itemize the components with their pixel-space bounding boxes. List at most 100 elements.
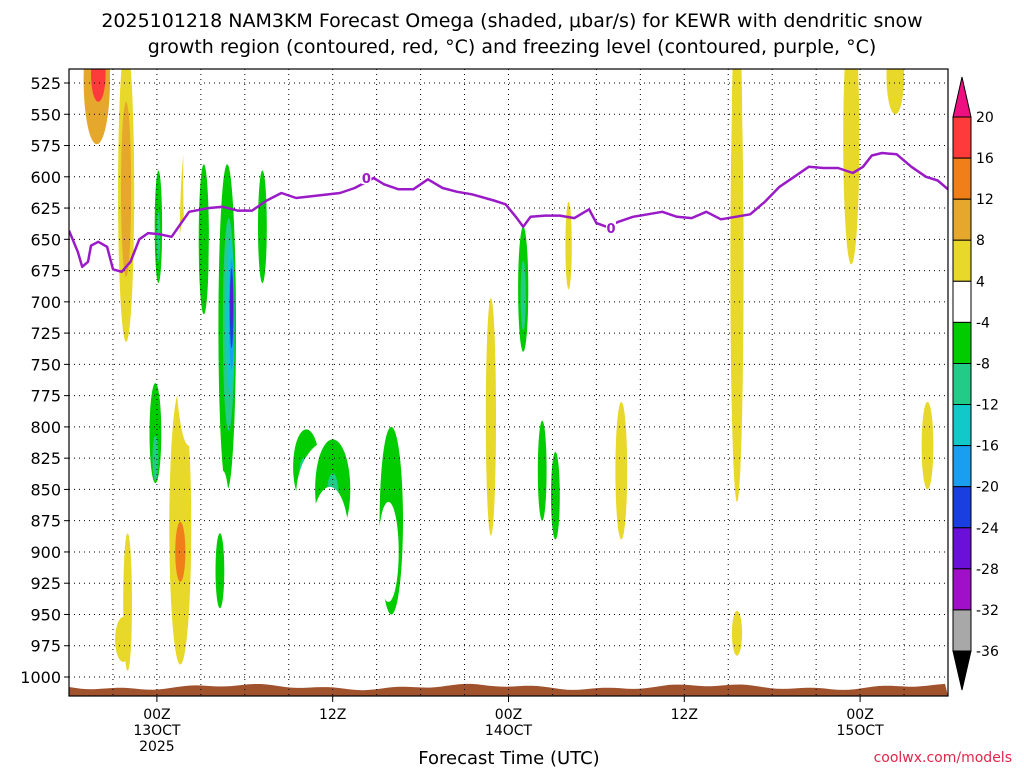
omega-area-64 [457, 518, 475, 581]
chart-title-line2: growth region (contoured, red, °C) and f… [148, 36, 877, 58]
omega-area-18 [69, 69, 81, 565]
omega-area-19 [70, 69, 80, 152]
colorbar-seg-2 [952, 198, 972, 241]
colorbar-seg-4 [952, 280, 972, 323]
omega-area-55 [310, 486, 349, 592]
colorbar-label-8: -16 [976, 439, 999, 455]
omega-area-43 [258, 170, 267, 284]
omega-area-62 [425, 433, 440, 521]
y-tick-label-700: 700 [30, 293, 61, 312]
y-tick-label-1000: 1000 [20, 668, 61, 687]
omega-area-34 [198, 164, 209, 315]
colorbar-seg-6 [952, 363, 972, 406]
colorbar-seg-3 [952, 239, 972, 282]
y-tick-label-775: 775 [30, 387, 61, 406]
x-tick-label-30-0: 00Z [495, 707, 522, 723]
omega-area-17 [921, 401, 934, 490]
colorbar-label-3: 8 [976, 233, 985, 249]
y-tick-label-550: 550 [30, 105, 61, 124]
omega-area-15 [615, 401, 628, 540]
colorbar-label-11: -28 [976, 562, 999, 578]
x-tick-label-6-0: 00Z [143, 707, 170, 723]
x-tick-label-30-1: 14OCT [485, 723, 533, 739]
omega-area-46 [215, 533, 225, 609]
credit-label: coolwx.com/models [874, 750, 1012, 766]
freezing-level-contour: 00 [69, 151, 948, 274]
y-tick-label-825: 825 [30, 449, 61, 468]
colorbar-label-7: -12 [976, 398, 999, 414]
x-tick-label-42-0: 12Z [671, 707, 698, 723]
omega-area-5 [175, 521, 186, 582]
omega-area-3 [121, 101, 132, 277]
omega-area-29 [156, 211, 161, 262]
omega-area-11 [731, 610, 743, 656]
omega-area-75 [572, 401, 585, 590]
x-tick-label-6-2: 2025 [139, 739, 175, 755]
colorbar-bottom-arrow [952, 650, 972, 691]
omega-area-10 [730, 69, 744, 502]
omega-area-74 [551, 451, 560, 540]
freezing-label-bg-1 [606, 220, 617, 235]
omega-area-41 [230, 276, 233, 327]
omega-area-61 [404, 420, 431, 559]
colorbar-seg-11 [952, 568, 972, 611]
omega-area-7 [115, 617, 132, 662]
omega-area-56 [337, 345, 346, 446]
colorbar-label-0: 20 [976, 110, 994, 126]
omega-shading [69, 69, 934, 671]
colorbar-label-13: -36 [976, 644, 999, 660]
omega-area-66 [502, 535, 515, 599]
omega-area-65 [481, 461, 486, 512]
x-tick-label-6-1: 13OCT [133, 723, 181, 739]
y-tick-label-525: 525 [30, 74, 61, 93]
omega-area-25 [149, 383, 162, 484]
colorbar-label-9: -20 [976, 480, 999, 496]
colorbar-seg-9 [952, 486, 972, 529]
omega-area-76 [561, 543, 585, 606]
colorbar-top-arrow [952, 76, 972, 118]
colorbar-label-5: -4 [976, 315, 990, 331]
colorbar-label-12: -32 [976, 603, 999, 619]
colorbar-label-2: 12 [976, 192, 994, 208]
freezing-level-label-1: 0 [607, 222, 616, 237]
colorbar-seg-0 [952, 116, 972, 159]
y-tick-label-575: 575 [30, 137, 61, 156]
omega-area-69 [520, 260, 526, 331]
omega-area-1 [91, 69, 106, 102]
y-tick-label-650: 650 [30, 230, 61, 249]
colorbar-seg-8 [952, 445, 972, 488]
y-tick-label-600: 600 [30, 168, 61, 187]
omega-area-60 [378, 501, 399, 602]
freezing-label-bg-0 [361, 170, 372, 185]
colorbar-seg-10 [952, 527, 972, 570]
y-tick-label-725: 725 [30, 324, 61, 343]
y-tick-label-875: 875 [30, 512, 61, 531]
freezing-level-line [69, 151, 948, 274]
omega-area-71 [537, 420, 547, 521]
colorbar-label-4: 4 [976, 274, 985, 290]
omega-area-12 [843, 69, 860, 265]
x-tick-label-18-0: 12Z [319, 707, 346, 723]
colorbar-seg-7 [952, 404, 972, 447]
y-tick-label-900: 900 [30, 543, 61, 562]
x-axis-label: Forecast Time (UTC) [418, 748, 599, 768]
colorbar-label-6: -8 [976, 357, 990, 373]
chart-title-line1: 2025101218 NAM3KM Forecast Omega (shaded… [101, 10, 922, 32]
colorbar: 20 16 12 8 4 -4 -8 -12 -16 -20 -24 -28 -32 -36 [952, 76, 999, 691]
y-tick-label-625: 625 [30, 199, 61, 218]
y-tick-label-850: 850 [30, 480, 61, 499]
y-tick-label-675: 675 [30, 262, 61, 281]
pressure-axis: 525 550 575 600 625 650 675 700 725 750 775 800 825 8… [20, 74, 69, 687]
freezing-level-label-0: 0 [362, 172, 371, 187]
omega-area-13 [886, 69, 905, 115]
omega-area-26 [152, 435, 159, 481]
colorbar-seg-1 [952, 157, 972, 200]
colorbar-seg-5 [952, 321, 972, 364]
y-tick-label-800: 800 [30, 418, 61, 437]
colorbar-seg-12 [952, 609, 972, 652]
omega-area-21 [83, 433, 114, 546]
colorbar-label-1: 16 [976, 151, 994, 167]
x-tick-label-54-0: 00Z [846, 707, 873, 723]
